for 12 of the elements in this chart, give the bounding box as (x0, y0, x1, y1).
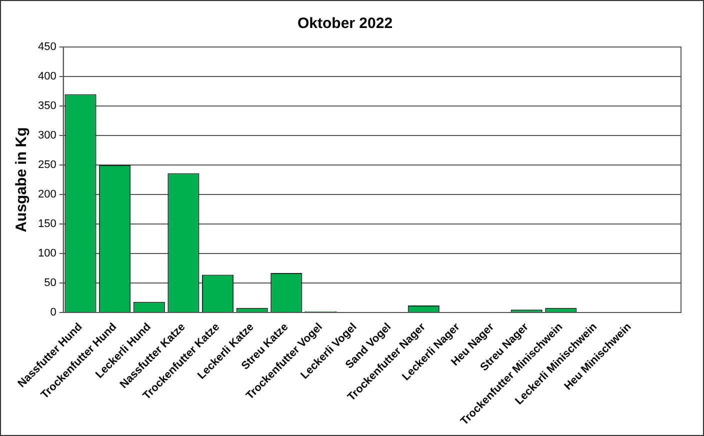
y-tick-label: 300 (38, 130, 56, 142)
y-tick-label: 0 (50, 306, 56, 319)
y-tick-label: 350 (38, 100, 56, 112)
y-tick-label: 100 (38, 248, 56, 260)
y-axis-title: Ausgabe in Kg (13, 127, 30, 232)
y-tick-label: 400 (38, 70, 56, 83)
y-tick-label: 450 (38, 41, 56, 54)
y-tick-label: 150 (38, 218, 56, 230)
chart-title: Oktober 2022 (297, 15, 393, 32)
y-tick-label: 50 (44, 277, 56, 290)
y-tick-label: 200 (38, 188, 56, 201)
y-tick-label: 250 (38, 159, 56, 172)
